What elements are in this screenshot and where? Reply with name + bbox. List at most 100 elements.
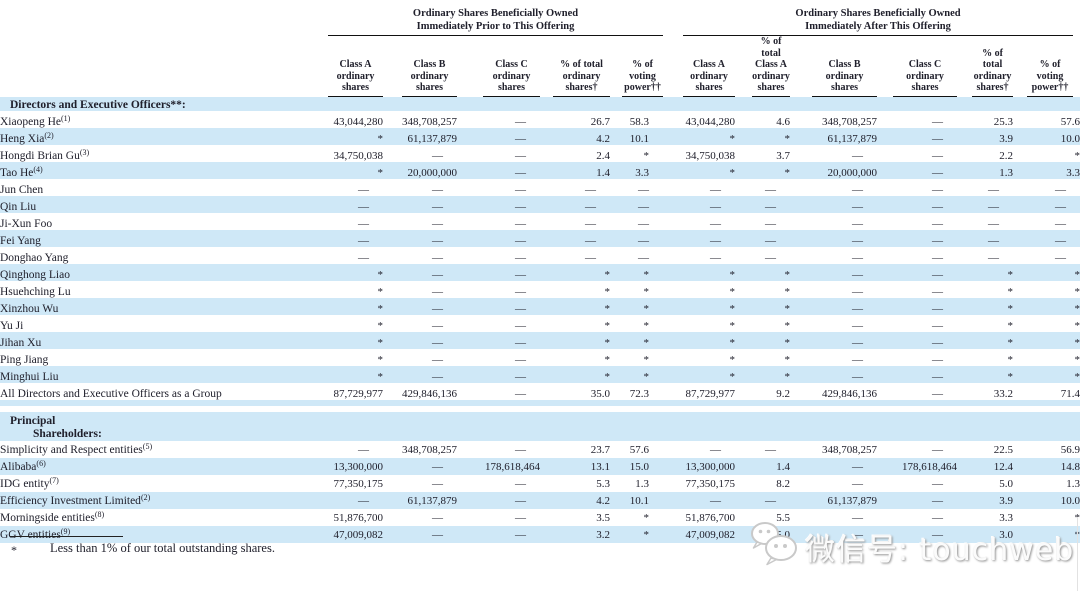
cell: — (515, 183, 526, 196)
cell: * (957, 263, 1014, 281)
cell: — (790, 263, 878, 281)
column-header-line: Class A (693, 59, 725, 70)
cell: — (735, 491, 791, 509)
cell: 26.7 (590, 115, 610, 128)
cell: 9.2 (776, 387, 791, 400)
column-header-line: total (982, 59, 1003, 70)
table-row: Qinghong Liao * — — * * * * — — * * (0, 263, 1080, 281)
cell: 429,846,136 (402, 387, 457, 400)
group-header-title: Ordinary Shares Beneficially Owned Immedi… (328, 7, 664, 36)
row-label: Hsuehching Lu (0, 285, 71, 298)
cell: * (729, 353, 736, 366)
cell: 20,000,000 (383, 161, 457, 179)
table-row: Minghui Liu * — — * * * * — — * * (0, 365, 1080, 383)
cell: — (790, 525, 878, 543)
cell: — (1013, 229, 1080, 247)
cell: 5.5 (776, 511, 791, 524)
cell: * (663, 331, 736, 349)
cell: — (932, 477, 944, 490)
cell: — (852, 149, 864, 162)
row-label: Morningside entities(8) (0, 509, 105, 524)
column-header-line: ordinary (336, 70, 375, 82)
cell: — (383, 365, 457, 383)
cell: — (852, 251, 864, 264)
cell: * (735, 127, 791, 145)
cell: — (358, 251, 369, 264)
column-header: % of total ordinary shares† (540, 36, 610, 97)
cell: * (735, 297, 791, 315)
table-row: Alibaba(6) 13,300,000—178,618,464 13.1 15.0… (0, 457, 1080, 475)
cell: — (383, 195, 457, 213)
row-label: Minghui Liu (0, 365, 322, 383)
cell: — (515, 251, 526, 264)
cell: — (457, 263, 540, 281)
table-row: Tao He(4) * 20,000,000—1.4 3.3 * * 20,000,000—… (0, 161, 1080, 179)
group-header-line: Immediately After This Offering (805, 21, 951, 32)
row-label: All Directors and Executive Officers as … (0, 387, 222, 400)
table-row: Ji-Xun Foo — — — — — — — — — — — (0, 213, 1080, 230)
cell: — (932, 217, 944, 230)
cell: — (515, 477, 526, 490)
cell: 13,300,000 (322, 457, 383, 475)
cell: — (765, 251, 777, 264)
cell: — (877, 491, 958, 509)
cell: * (540, 297, 610, 315)
cell: * (1074, 353, 1080, 366)
cell: — (610, 195, 664, 213)
cell: 4.6 (776, 115, 791, 128)
row-label: Yu Ji (0, 319, 24, 332)
cell: * (735, 331, 791, 349)
footnote-marker: * (11, 543, 17, 557)
cell: * (735, 161, 791, 179)
cell: — (877, 263, 958, 281)
table-row: Donghao Yang — — — — — — — — — — — (0, 247, 1080, 264)
cell: — (988, 183, 1000, 196)
cell: * (729, 319, 736, 332)
cell: * (610, 297, 664, 315)
cell: — (852, 353, 864, 366)
table-head: Ordinary Shares Beneficially Owned Immedi… (0, 0, 1080, 97)
cell: 43,044,280 (333, 115, 384, 128)
cell: * (604, 285, 611, 298)
cell: 8.2 (776, 477, 791, 490)
row-label: Ping Jiang (0, 353, 49, 366)
cell: 13.1 (540, 457, 610, 475)
table-row: Ping Jiang * — — * * * * — — * * (0, 349, 1080, 366)
cell: — (432, 183, 443, 196)
cell: — (322, 195, 383, 213)
cell: 20,000,000 (790, 161, 878, 179)
section-header-line: Principal (10, 414, 56, 427)
row-label: Xinzhou Wu (0, 297, 322, 315)
cell: — (1055, 251, 1067, 264)
cell: 51,876,700 (333, 511, 384, 524)
cell: — (663, 491, 736, 509)
cell: 47,009,082 (322, 525, 383, 543)
cell: — (358, 443, 369, 456)
cell: * (643, 149, 650, 162)
cell: — (515, 149, 526, 162)
column-header-line: shares (695, 82, 723, 93)
cell: 87,729,977 (685, 387, 736, 400)
cell: — (790, 331, 878, 349)
cell: — (790, 365, 878, 383)
cell: — (932, 387, 944, 400)
column-header-line: shares (497, 82, 526, 93)
cell: — (988, 251, 1000, 264)
cell: — (790, 229, 878, 247)
column-header-line: ordinary (492, 70, 531, 82)
cell: — (515, 387, 526, 400)
column-header-line: Class B (413, 59, 446, 70)
column-header-line: % of (1039, 59, 1061, 70)
table-row: IDG entity(7) 77,350,175 — — 5.3 1.3 77,350,17… (0, 475, 1080, 492)
cell: 3.3 (999, 511, 1014, 524)
cell: * (1007, 319, 1014, 332)
column-header-line: ordinary (562, 70, 601, 82)
cell: — (852, 217, 864, 230)
cell: * (322, 365, 383, 383)
column-header-line: shares (415, 82, 444, 93)
cell: 10.0 (1013, 491, 1080, 509)
footnote-ref: (2) (44, 130, 54, 140)
